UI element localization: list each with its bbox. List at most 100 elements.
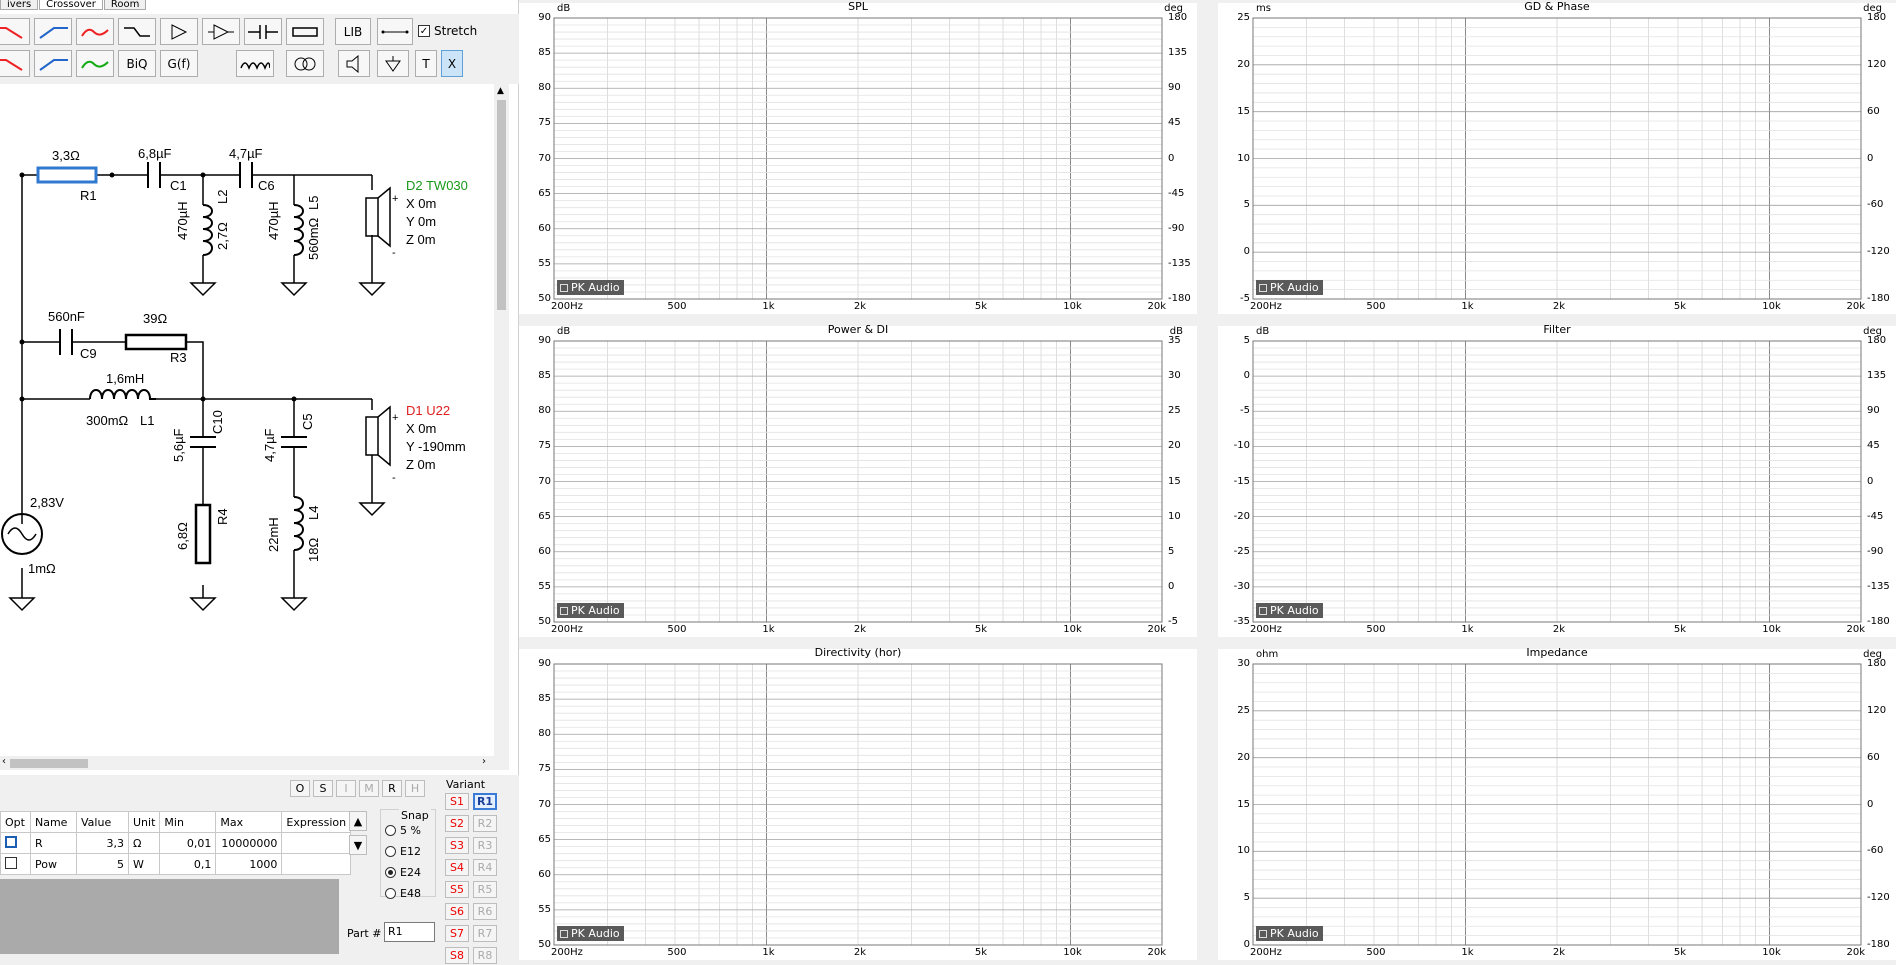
plot-power-di[interactable]: Power & DI dB dB 90 85 80 75 70 65 60 55 50 35 30 25 20… <box>519 324 1197 637</box>
plot-spl[interactable]: SPL dB deg 90 85 80 75 70 65 60 55 50 180 135 90 45 0 -45… <box>519 1 1197 314</box>
highpass-blue-button[interactable] <box>34 18 72 45</box>
table-row[interactable]: Pow 5 W 0,1 1000 <box>0 853 352 875</box>
R3-resistor[interactable] <box>124 333 188 351</box>
variant-r2-button[interactable]: R2 <box>473 815 497 832</box>
cell-value[interactable]: 5 <box>76 853 129 875</box>
plot-impedance[interactable]: Impedance ohm deg 30 25 20 15 10 5 0 180 120 60 0 -60 -… <box>1218 647 1896 960</box>
stretch-checkbox[interactable]: ✓ Stretch <box>418 24 477 38</box>
variant-r7-button[interactable]: R7 <box>473 925 497 942</box>
L5-inductor[interactable] <box>293 204 304 256</box>
variant-s5-button[interactable]: S5 <box>445 881 469 898</box>
highpass2-button[interactable] <box>34 50 72 77</box>
opt-checkbox[interactable] <box>0 853 31 875</box>
lib-button[interactable]: LIB <box>335 18 371 45</box>
snap-option-e48[interactable]: E48 <box>385 887 421 900</box>
plot-directivity-hor[interactable]: Directivity (hor) 90 85 80 75 70 65 60 55 50 200Hz… <box>519 647 1197 960</box>
scroll-up-icon[interactable]: ▲ <box>497 86 504 96</box>
gf-button[interactable]: G(f) <box>160 50 198 77</box>
wire-button[interactable] <box>377 18 413 45</box>
cell-max[interactable]: 1000 <box>215 853 283 875</box>
D2-speaker[interactable] <box>365 186 391 248</box>
y-tick-label: 85 <box>538 370 551 382</box>
snap-option-5[interactable]: 5 % <box>385 824 421 837</box>
cell-value[interactable]: 3,3 <box>76 832 129 854</box>
plot-filter[interactable]: Filter dB deg 5 0 -5 -10 -15 -20 -25 -30 -35 180 135 9… <box>1218 324 1896 637</box>
lowpass-red-button[interactable] <box>0 18 30 45</box>
x-button[interactable]: X <box>441 50 463 77</box>
vertical-scroll-thumb[interactable] <box>497 100 506 310</box>
snap-option-e12[interactable]: E12 <box>385 845 421 858</box>
opt-button-o[interactable]: O <box>290 780 310 797</box>
scroll-left-icon[interactable]: ‹ <box>2 756 6 767</box>
lowpass2-button[interactable] <box>0 50 30 77</box>
voltage-source[interactable] <box>1 513 43 555</box>
move-down-button[interactable]: ▼ <box>349 835 367 855</box>
inductor-button[interactable] <box>236 50 274 77</box>
opt-checkbox[interactable] <box>0 832 31 854</box>
tab-crossover[interactable]: Crossover <box>39 0 103 10</box>
plot-gd-phase[interactable]: GD & Phase ms deg 25 20 15 10 5 0 -5 180 120 60 0 -60 -… <box>1218 1 1896 314</box>
L2-inductor[interactable] <box>202 204 213 256</box>
scroll-right-icon[interactable]: › <box>482 756 486 767</box>
opamp-button[interactable] <box>202 18 240 45</box>
opt-button-m[interactable]: M <box>359 780 379 797</box>
ground-button[interactable] <box>377 50 409 77</box>
cell-min[interactable]: 0,01 <box>159 832 217 854</box>
D1-speaker[interactable] <box>365 405 391 467</box>
tab-drivers[interactable]: ivers <box>0 0 39 10</box>
C9-value: 560nF <box>48 309 85 324</box>
biq-button[interactable]: BiQ <box>118 50 156 77</box>
C1-capacitor[interactable] <box>147 162 161 188</box>
cell-expression[interactable] <box>281 853 352 875</box>
R4-resistor[interactable] <box>194 503 212 565</box>
variant-r8-button[interactable]: R8 <box>473 947 497 964</box>
tab-room[interactable]: Room <box>103 0 147 10</box>
opt-button-s[interactable]: S <box>313 780 333 797</box>
cell-max[interactable]: 10000000 <box>215 832 283 854</box>
table-row[interactable]: R 3,3 Ω 0,01 10000000 <box>0 832 352 854</box>
speaker-button[interactable] <box>338 50 370 77</box>
move-up-button[interactable]: ▲ <box>349 811 367 831</box>
y-right-tick-label: 180 <box>1867 12 1887 23</box>
bandpass-green-button[interactable] <box>76 50 114 77</box>
y-tick-label: -20 <box>1233 510 1250 522</box>
variant-r3-button[interactable]: R3 <box>473 837 497 854</box>
snap-option-e24[interactable]: E24 <box>385 866 421 879</box>
variant-r6-button[interactable]: R6 <box>473 903 497 920</box>
y-tick-label: 50 <box>538 293 551 304</box>
variant-r4-button[interactable]: R4 <box>473 859 497 876</box>
L4-inductor[interactable] <box>293 496 304 551</box>
variant-s7-button[interactable]: S7 <box>445 925 469 942</box>
C9-capacitor[interactable] <box>59 329 73 355</box>
transformer-button[interactable] <box>286 50 324 77</box>
variant-s1-button[interactable]: S1 <box>445 793 469 810</box>
R1-resistor[interactable] <box>36 166 98 184</box>
C5-capacitor[interactable] <box>281 436 307 448</box>
variant-s3-button[interactable]: S3 <box>445 837 469 854</box>
C10-capacitor[interactable] <box>190 436 216 448</box>
variant-r5-button[interactable]: R5 <box>473 881 497 898</box>
variant-r1-button[interactable]: R1 <box>473 793 497 810</box>
opt-button-i[interactable]: I <box>336 780 356 797</box>
variant-s2-button[interactable]: S2 <box>445 815 469 832</box>
resistor-button[interactable] <box>286 18 324 45</box>
part-input[interactable]: R1 <box>384 922 435 942</box>
variant-s6-button[interactable]: S6 <box>445 903 469 920</box>
opt-button-h[interactable]: H <box>405 780 425 797</box>
cell-min[interactable]: 0,1 <box>159 853 217 875</box>
C6-capacitor[interactable] <box>239 162 253 188</box>
horizontal-scroll-thumb[interactable] <box>10 759 88 768</box>
capacitor-button[interactable] <box>244 18 282 45</box>
bandpass-red-button[interactable] <box>76 18 114 45</box>
L1-inductor[interactable] <box>89 389 156 400</box>
variant-s4-button[interactable]: S4 <box>445 859 469 876</box>
ladder-button[interactable] <box>118 18 156 45</box>
amplifier-button[interactable] <box>160 18 198 45</box>
horizontal-scrollbar[interactable]: ‹ › <box>0 756 509 770</box>
variant-s8-button[interactable]: S8 <box>445 947 469 964</box>
vertical-scrollbar[interactable]: ▲ <box>494 84 509 756</box>
cell-expression[interactable] <box>281 832 352 854</box>
opt-button-r[interactable]: R <box>382 780 402 797</box>
schematic-canvas[interactable]: 3,3Ω R1 6,8µF C1 4,7µF C6 470µH 2,7Ω L2 … <box>0 84 494 756</box>
text-button[interactable]: T <box>415 50 437 77</box>
